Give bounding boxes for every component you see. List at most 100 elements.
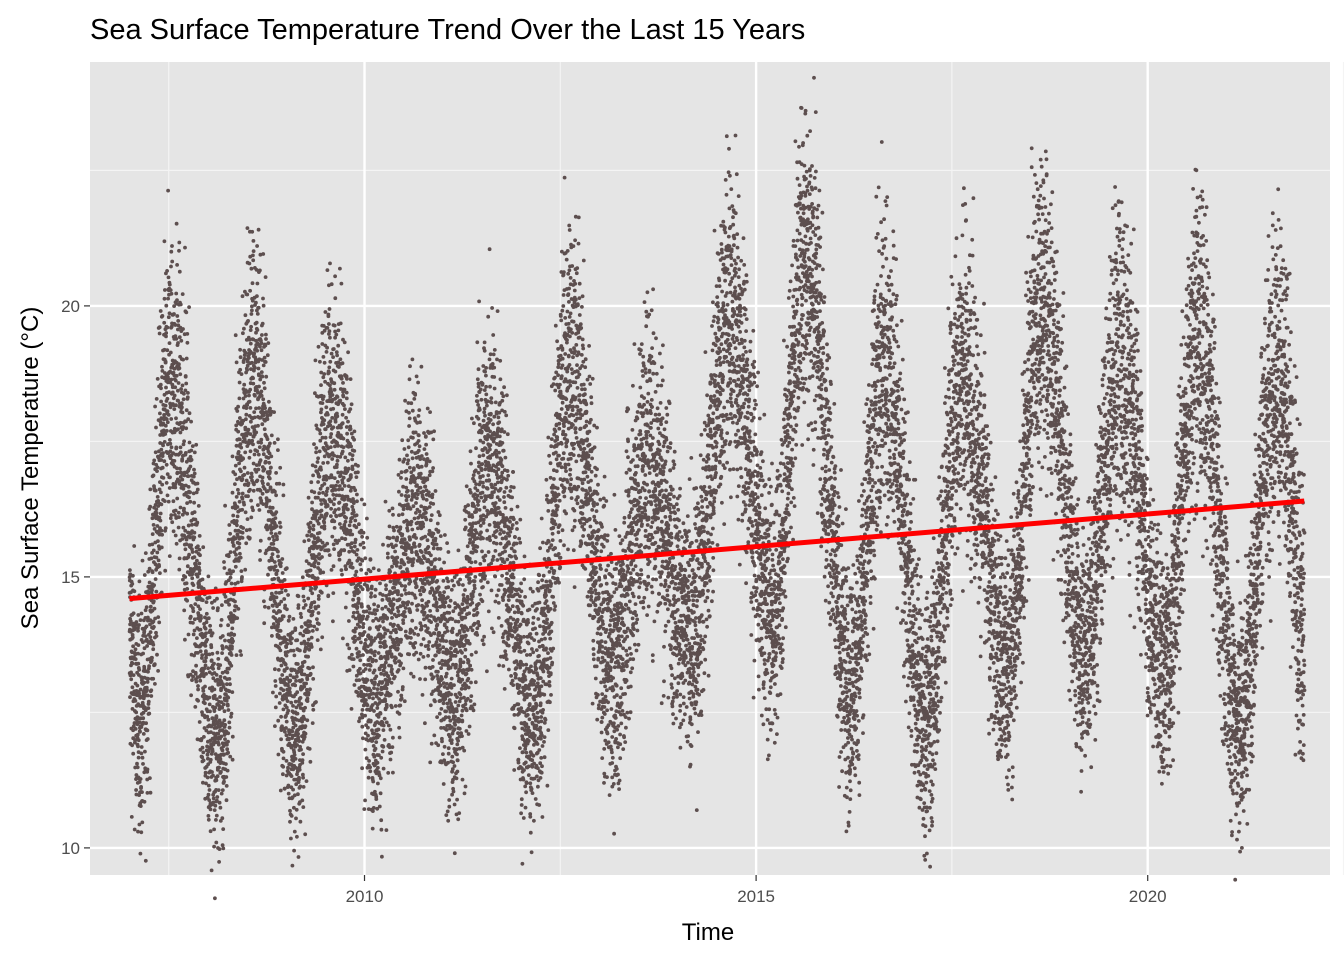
data-point <box>472 621 477 626</box>
data-point <box>136 661 141 666</box>
data-point <box>302 598 307 603</box>
data-point <box>258 458 263 463</box>
data-point <box>361 530 366 535</box>
data-point <box>311 677 316 681</box>
data-point <box>352 634 357 639</box>
data-point <box>250 229 255 234</box>
data-point <box>358 658 363 663</box>
data-point <box>319 467 323 472</box>
data-point <box>352 544 357 549</box>
data-point <box>229 653 234 657</box>
data-point <box>476 403 480 407</box>
data-point <box>261 296 265 301</box>
data-point <box>325 345 329 350</box>
data-point <box>331 425 336 430</box>
data-point <box>178 450 183 455</box>
data-point <box>441 579 446 583</box>
data-point <box>309 635 314 640</box>
data-point <box>251 253 255 258</box>
data-point <box>431 437 436 442</box>
data-point <box>470 515 475 519</box>
data-point <box>454 662 458 667</box>
data-point <box>281 614 286 619</box>
data-point <box>209 645 214 650</box>
data-point <box>347 549 352 554</box>
data-point <box>187 495 191 500</box>
data-point <box>308 671 313 676</box>
data-point <box>396 590 400 595</box>
data-point <box>356 464 360 468</box>
data-point <box>172 304 177 308</box>
data-point <box>468 579 473 584</box>
data-point <box>412 480 417 484</box>
data-point <box>339 425 343 430</box>
data-point <box>191 621 195 625</box>
data-point <box>458 644 462 649</box>
data-point <box>277 531 282 535</box>
data-point <box>390 745 395 749</box>
data-point <box>305 718 310 723</box>
data-point <box>350 453 355 458</box>
data-point <box>271 534 275 539</box>
data-point <box>414 626 418 630</box>
data-point <box>413 393 418 397</box>
data-point <box>242 326 246 331</box>
data-point <box>168 441 173 446</box>
data-point <box>190 550 195 554</box>
data-point <box>175 314 180 318</box>
data-point <box>331 355 335 359</box>
data-point <box>207 695 212 700</box>
data-point <box>329 506 333 511</box>
data-point <box>335 353 339 358</box>
data-point <box>159 399 164 404</box>
data-point <box>451 760 455 765</box>
data-point <box>169 417 174 421</box>
data-point <box>288 819 292 824</box>
data-point <box>174 541 179 546</box>
data-point <box>333 508 338 512</box>
data-point <box>228 682 232 687</box>
data-point <box>344 567 348 571</box>
data-point <box>428 609 432 613</box>
data-point <box>412 631 417 636</box>
data-point <box>391 735 395 740</box>
data-point <box>381 728 386 732</box>
data-point <box>474 549 479 554</box>
data-point <box>206 817 211 822</box>
data-point <box>452 851 457 856</box>
data-point <box>204 620 209 625</box>
data-point <box>166 296 171 301</box>
data-point <box>165 493 170 498</box>
data-point <box>138 804 143 808</box>
data-point <box>332 497 337 501</box>
data-point <box>437 711 442 716</box>
data-point <box>355 548 360 552</box>
data-point <box>388 569 392 574</box>
data-point <box>241 526 246 530</box>
data-point <box>476 620 481 624</box>
data-point <box>323 310 328 314</box>
data-point <box>407 410 411 415</box>
data-point <box>176 510 181 515</box>
data-point <box>472 421 476 426</box>
data-point <box>392 585 397 590</box>
data-point <box>457 631 462 635</box>
data-point <box>393 549 397 554</box>
data-point <box>176 319 181 323</box>
data-point <box>148 776 152 780</box>
data-point <box>462 791 467 796</box>
data-point <box>158 571 162 575</box>
data-point <box>298 784 303 789</box>
data-point <box>242 472 247 477</box>
data-point <box>345 642 350 647</box>
data-point <box>410 489 414 493</box>
data-point <box>311 523 316 528</box>
data-point <box>423 677 428 682</box>
data-point <box>251 249 256 254</box>
data-point <box>187 305 192 309</box>
data-point <box>384 587 388 592</box>
data-point <box>196 687 201 692</box>
data-point <box>192 555 197 559</box>
data-point <box>408 465 412 470</box>
data-point <box>416 448 421 453</box>
